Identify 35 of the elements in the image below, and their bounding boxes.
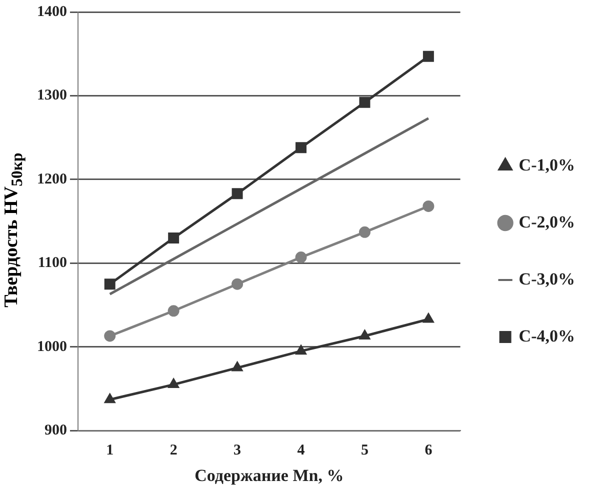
point	[104, 394, 116, 404]
point	[295, 252, 307, 264]
point	[296, 345, 306, 355]
y-tick-label: 1000	[37, 338, 67, 355]
y-tick-label: 1300	[37, 88, 67, 104]
point	[232, 278, 244, 290]
point	[422, 200, 434, 212]
point	[358, 226, 370, 238]
legend-label: C-4,0%	[518, 326, 576, 346]
x-tick-label: 5	[360, 442, 368, 458]
point	[296, 142, 307, 154]
point	[423, 314, 434, 323]
point	[359, 96, 370, 108]
legend-label: C-2,0%	[518, 212, 576, 232]
point	[168, 232, 180, 244]
point	[232, 188, 243, 200]
point	[168, 305, 180, 317]
y-tick-label: 1400	[37, 4, 67, 20]
point	[104, 278, 116, 290]
y-tick-label: 900	[44, 422, 67, 438]
y-tick-label: 1100	[38, 255, 67, 272]
legend-label: C-1,0%	[518, 155, 576, 174]
point	[422, 50, 434, 62]
point	[104, 330, 116, 342]
legend-label: C-3,0%	[518, 269, 576, 288]
point	[168, 378, 179, 388]
x-tick-label: 4	[297, 442, 306, 458]
y-tick-label: 1200	[37, 171, 67, 188]
point	[360, 330, 370, 340]
x-tick-label: 1	[106, 442, 114, 458]
x-tick-label: 2	[170, 442, 178, 458]
x-axis-title: Содержание Mn, %	[194, 466, 344, 486]
x-tick-label: 3	[234, 442, 242, 458]
point	[232, 362, 242, 372]
x-tick-label: 6	[424, 442, 433, 458]
